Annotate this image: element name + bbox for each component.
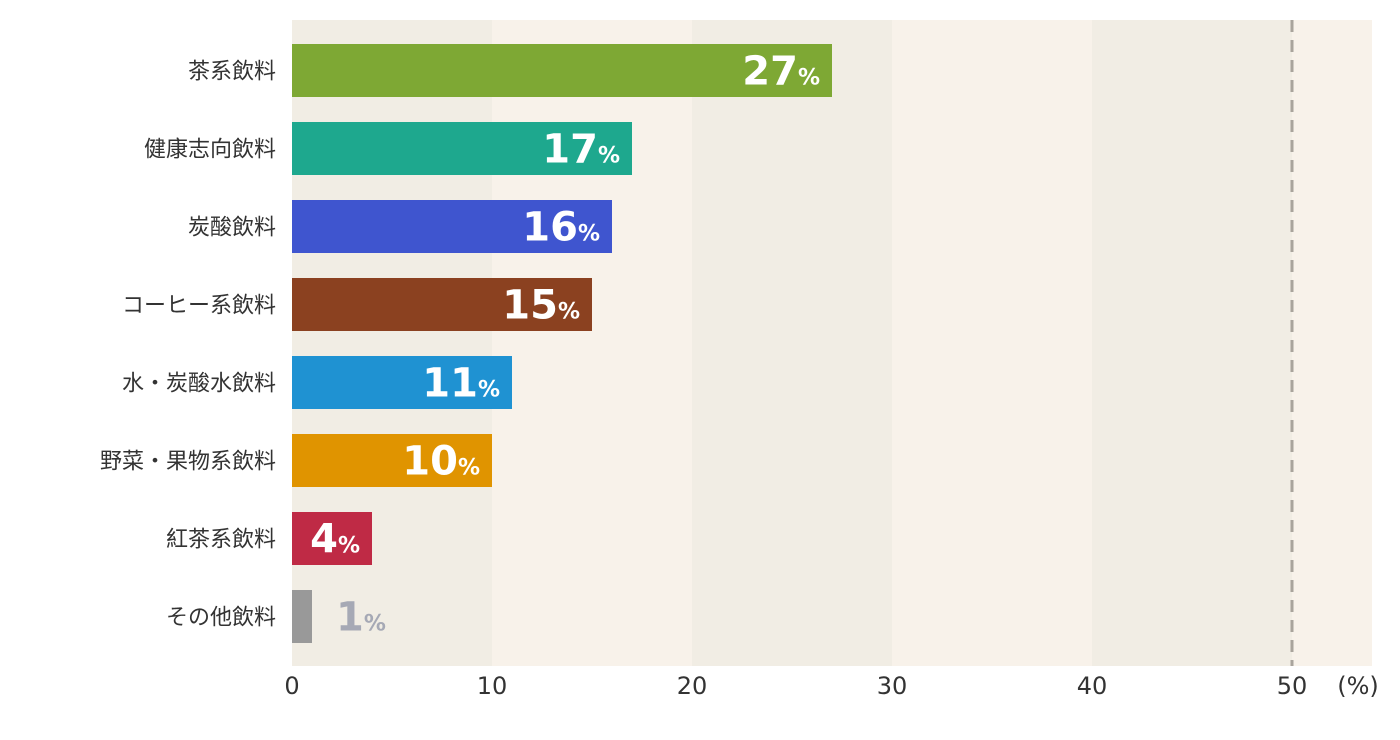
x-tick-label: 50 [1277,672,1308,700]
x-tick-label: 10 [477,672,508,700]
background-band [492,20,692,666]
bar [292,512,372,565]
category-label: 野菜・果物系飲料 [100,450,276,475]
value-label: 11% [422,361,500,407]
x-tick-label: 20 [677,672,708,700]
x-tick-label: 0 [284,672,299,700]
x-tick-label: 40 [1077,672,1108,700]
category-label: 健康志向飲料 [144,138,276,163]
bar [292,200,612,253]
background-band [292,20,492,666]
value-label: 15% [502,283,580,329]
category-labels: 茶系飲料健康志向飲料炭酸飲料コーヒー系飲料水・炭酸水飲料野菜・果物系飲料紅茶系飲… [100,60,276,631]
value-label: 27% [742,49,820,95]
bar [292,278,592,331]
value-label: 16% [522,205,600,251]
bar [292,434,492,487]
value-label: 10% [402,439,480,485]
value-label: 1% [336,595,386,641]
x-unit-label: (%) [1337,672,1379,700]
category-label: 茶系飲料 [188,60,276,85]
bars [292,44,832,643]
value-label: 4% [310,517,360,563]
x-axis: 0 10 20 30 40 50 (%) [284,20,1379,700]
background-band [1092,20,1292,666]
x-tick-label: 30 [877,672,908,700]
plot-background [292,20,1372,666]
bar [292,44,832,97]
category-label: その他飲料 [166,606,276,631]
bar [292,122,632,175]
bar [292,356,512,409]
category-label: 炭酸飲料 [188,216,276,241]
background-band [692,20,892,666]
category-label: コーヒー系飲料 [122,294,276,319]
category-label: 紅茶系飲料 [166,528,276,553]
value-label: 17% [542,127,620,173]
category-label: 水・炭酸水飲料 [122,372,276,397]
background-band [892,20,1092,666]
value-labels: 27% 17% 16% 15%11% 10% 4% 1% [310,49,820,641]
background-band [1292,20,1372,666]
bar [292,590,312,643]
